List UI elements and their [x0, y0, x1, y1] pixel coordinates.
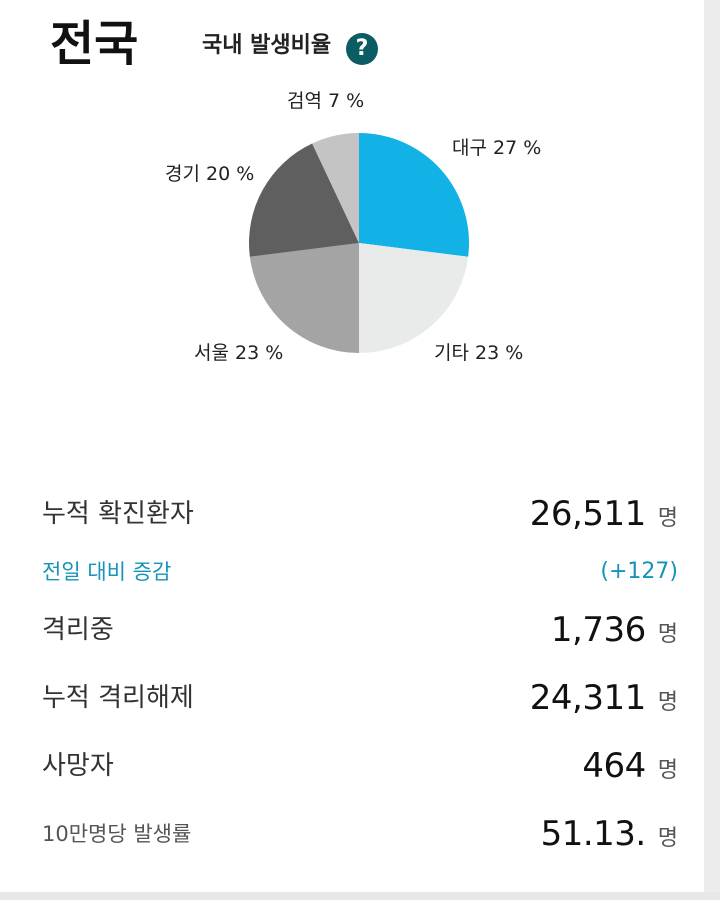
confirmed-label: 누적 확진환자: [42, 499, 194, 529]
pie-slice: [249, 143, 359, 257]
change-label: 전일 대비 증감: [42, 560, 172, 584]
isolated-unit: 명: [657, 622, 678, 647]
pie-slice-label: 대구 27 %: [452, 137, 541, 159]
stats-card: 전국 국내 발생비율 ? 대구 27 % 기타 23 % 서울 23 % 경기 20 …: [0, 0, 704, 892]
edge-strip: [704, 0, 720, 900]
isolated-value: 1,736: [550, 610, 646, 650]
pie-slice: [359, 243, 469, 353]
rate-unit: 명: [657, 826, 678, 851]
deaths-value: 464: [582, 746, 646, 786]
rate-label: 10만명당 발생률: [42, 822, 192, 846]
deaths-row: 사망자 464 명: [42, 746, 678, 786]
change-value: (+127): [600, 559, 678, 584]
confirmed-value: 26,511: [529, 494, 646, 534]
pie-slice-label: 검역 7 %: [287, 90, 364, 112]
deaths-unit: 명: [657, 758, 678, 783]
ratio-subtitle: 국내 발생비율: [202, 33, 332, 58]
released-label: 누적 격리해제: [42, 683, 194, 713]
isolated-row: 격리중 1,736 명: [42, 610, 678, 650]
deaths-label: 사망자: [42, 751, 114, 781]
confirmed-row: 누적 확진환자 26,511 명: [42, 494, 678, 534]
change-row: 전일 대비 증감 (+127): [42, 552, 678, 592]
confirmed-unit: 명: [657, 506, 678, 531]
rate-row: 10만명당 발생률 51.13. 명: [42, 814, 678, 854]
pie-slice-label: 경기 20 %: [165, 163, 254, 185]
pie-slice-label: 기타 23 %: [434, 342, 523, 364]
pie-slice-label: 서울 23 %: [194, 342, 283, 364]
released-row: 누적 격리해제 24,311 명: [42, 678, 678, 718]
pie-slice: [359, 133, 469, 257]
released-value: 24,311: [529, 678, 646, 718]
pie-slice: [249, 243, 359, 353]
pie-chart: 대구 27 % 기타 23 % 서울 23 % 경기 20 % 검역 7 %: [165, 90, 541, 364]
pie-slice: [312, 133, 359, 243]
released-unit: 명: [657, 690, 678, 715]
isolated-label: 격리중: [42, 615, 114, 645]
help-icon[interactable]: ?: [346, 33, 378, 65]
rate-value: 51.13.: [540, 814, 647, 854]
region-title: 전국: [50, 16, 139, 72]
bottom-strip: [0, 892, 720, 900]
